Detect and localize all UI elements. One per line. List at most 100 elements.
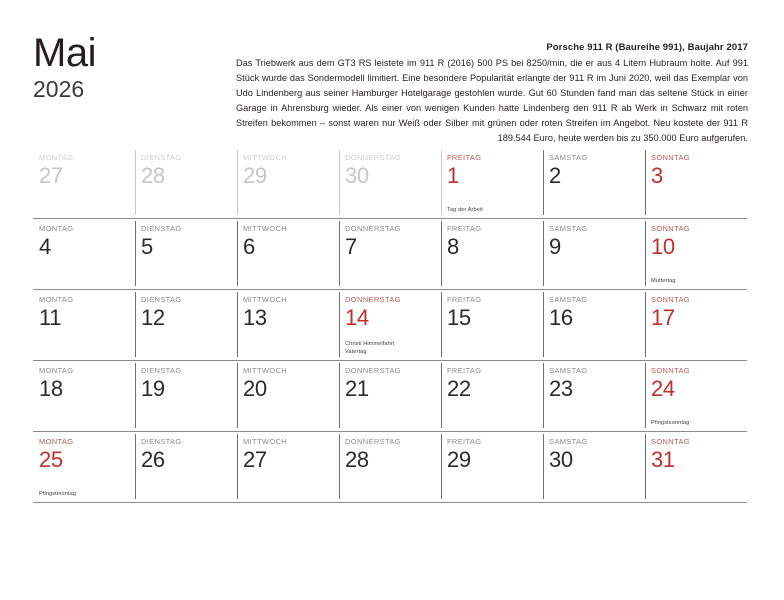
day-note: Pfingstmontag: [39, 490, 77, 497]
day-number: 30: [549, 446, 573, 472]
day-cell-22[interactable]: FREITAG 22: [441, 361, 543, 431]
day-cell-11[interactable]: MONTAG 11: [33, 290, 135, 360]
day-of-week-label: MITTWOCH: [243, 224, 288, 233]
day-of-week-label: FREITAG: [447, 153, 482, 162]
day-cell-28[interactable]: DIENSTAG 28: [135, 148, 237, 218]
day-number: 17: [651, 304, 675, 330]
day-cell-3[interactable]: SONNTAG 3: [645, 148, 747, 218]
info-body: Das Triebwerk aus dem GT3 RS leistete im…: [236, 58, 748, 143]
day-cell-21[interactable]: DONNERSTAG 21: [339, 361, 441, 431]
day-number: 24: [651, 375, 675, 401]
calendar-header: Mai 2026 Porsche 911 R (Baureihe 991), B…: [0, 0, 784, 143]
day-cell-8[interactable]: FREITAG 8: [441, 219, 543, 289]
day-cell-9[interactable]: SAMSTAG 9: [543, 219, 645, 289]
day-of-week-label: MONTAG: [39, 153, 74, 162]
day-of-week-label: FREITAG: [447, 224, 482, 233]
day-of-week-label: DIENSTAG: [141, 437, 182, 446]
day-of-week-label: SAMSTAG: [549, 153, 588, 162]
day-cell-6[interactable]: MITTWOCH 6: [237, 219, 339, 289]
day-number: 26: [141, 446, 165, 472]
day-of-week-label: MITTWOCH: [243, 295, 288, 304]
day-of-week-label: MITTWOCH: [243, 437, 288, 446]
day-cell-18[interactable]: MONTAG 18: [33, 361, 135, 431]
day-of-week-label: SONNTAG: [651, 224, 690, 233]
day-cell-30[interactable]: DONNERSTAG 30: [339, 148, 441, 218]
day-note: Christi Himmelfahrt Vatertag: [345, 340, 395, 355]
day-number: 8: [447, 233, 459, 259]
month-title-block: Mai 2026: [33, 33, 96, 101]
day-cell-29[interactable]: FREITAG 29: [441, 432, 543, 502]
day-number: 25: [39, 446, 63, 472]
day-cell-14[interactable]: DONNERSTAG 14 Christi Himmelfahrt Vatertag: [339, 290, 441, 360]
day-of-week-label: DONNERSTAG: [345, 437, 401, 446]
day-cell-27[interactable]: MITTWOCH 27: [237, 432, 339, 502]
day-of-week-label: SAMSTAG: [549, 437, 588, 446]
day-of-week-label: MONTAG: [39, 295, 74, 304]
day-cell-23[interactable]: SAMSTAG 23: [543, 361, 645, 431]
day-cell-1[interactable]: FREITAG 1 Tag der Arbeit: [441, 148, 543, 218]
day-number: 2: [549, 162, 561, 188]
day-note: Muttertag: [651, 277, 676, 284]
calendar-week-row: MONTAG 18 DIENSTAG 19 MITTWOCH 20 DONNERSTAG 21…: [33, 361, 747, 432]
day-number: 6: [243, 233, 255, 259]
day-cell-20[interactable]: MITTWOCH 20: [237, 361, 339, 431]
day-cell-5[interactable]: DIENSTAG 5: [135, 219, 237, 289]
day-cell-13[interactable]: MITTWOCH 13: [237, 290, 339, 360]
day-number: 1: [447, 162, 459, 188]
day-number: 20: [243, 375, 267, 401]
day-of-week-label: SONNTAG: [651, 153, 690, 162]
day-of-week-label: DONNERSTAG: [345, 366, 401, 375]
day-cell-12[interactable]: DIENSTAG 12: [135, 290, 237, 360]
day-of-week-label: MONTAG: [39, 366, 74, 375]
day-number: 14: [345, 304, 369, 330]
day-of-week-label: DONNERSTAG: [345, 153, 401, 162]
day-cell-24[interactable]: SONNTAG 24 Pfingstsonntag: [645, 361, 747, 431]
calendar-week-row: MONTAG 25 Pfingstmontag DIENSTAG 26 MITTWOCH 2…: [33, 432, 747, 503]
day-cell-31[interactable]: SONNTAG 31: [645, 432, 747, 502]
day-number: 27: [39, 162, 63, 188]
calendar-week-row: MONTAG 11 DIENSTAG 12 MITTWOCH 13 DONNERSTAG 14…: [33, 290, 747, 361]
day-of-week-label: SAMSTAG: [549, 224, 588, 233]
day-number: 29: [243, 162, 267, 188]
day-cell-2[interactable]: SAMSTAG 2: [543, 148, 645, 218]
day-cell-7[interactable]: DONNERSTAG 7: [339, 219, 441, 289]
day-of-week-label: DONNERSTAG: [345, 295, 401, 304]
day-number: 4: [39, 233, 51, 259]
day-of-week-label: SONNTAG: [651, 437, 690, 446]
day-number: 15: [447, 304, 471, 330]
month-name: Mai: [33, 31, 96, 75]
day-note: Tag der Arbeit: [447, 206, 483, 213]
day-of-week-label: MITTWOCH: [243, 366, 288, 375]
calendar-week-row: MONTAG 27 DIENSTAG 28 MITTWOCH 29 DONNERSTAG 30…: [33, 148, 747, 219]
day-number: 28: [345, 446, 369, 472]
day-of-week-label: DIENSTAG: [141, 366, 182, 375]
day-cell-27[interactable]: MONTAG 27: [33, 148, 135, 218]
day-cell-4[interactable]: MONTAG 4: [33, 219, 135, 289]
day-number: 19: [141, 375, 165, 401]
day-cell-19[interactable]: DIENSTAG 19: [135, 361, 237, 431]
day-cell-17[interactable]: SONNTAG 17: [645, 290, 747, 360]
day-cell-10[interactable]: SONNTAG 10 Muttertag: [645, 219, 747, 289]
day-number: 31: [651, 446, 675, 472]
day-of-week-label: MONTAG: [39, 437, 74, 446]
month-year: 2026: [33, 76, 85, 102]
day-cell-28[interactable]: DONNERSTAG 28: [339, 432, 441, 502]
day-number: 3: [651, 162, 663, 188]
day-cell-16[interactable]: SAMSTAG 16: [543, 290, 645, 360]
day-number: 10: [651, 233, 675, 259]
day-of-week-label: DONNERSTAG: [345, 224, 401, 233]
day-of-week-label: FREITAG: [447, 366, 482, 375]
day-cell-29[interactable]: MITTWOCH 29: [237, 148, 339, 218]
day-number: 9: [549, 233, 561, 259]
day-number: 21: [345, 375, 369, 401]
day-number: 13: [243, 304, 267, 330]
day-number: 27: [243, 446, 267, 472]
day-number: 29: [447, 446, 471, 472]
day-of-week-label: FREITAG: [447, 437, 482, 446]
day-number: 18: [39, 375, 63, 401]
day-cell-30[interactable]: SAMSTAG 30: [543, 432, 645, 502]
day-cell-15[interactable]: FREITAG 15: [441, 290, 543, 360]
day-cell-25[interactable]: MONTAG 25 Pfingstmontag: [33, 432, 135, 502]
day-cell-26[interactable]: DIENSTAG 26: [135, 432, 237, 502]
day-of-week-label: DIENSTAG: [141, 295, 182, 304]
